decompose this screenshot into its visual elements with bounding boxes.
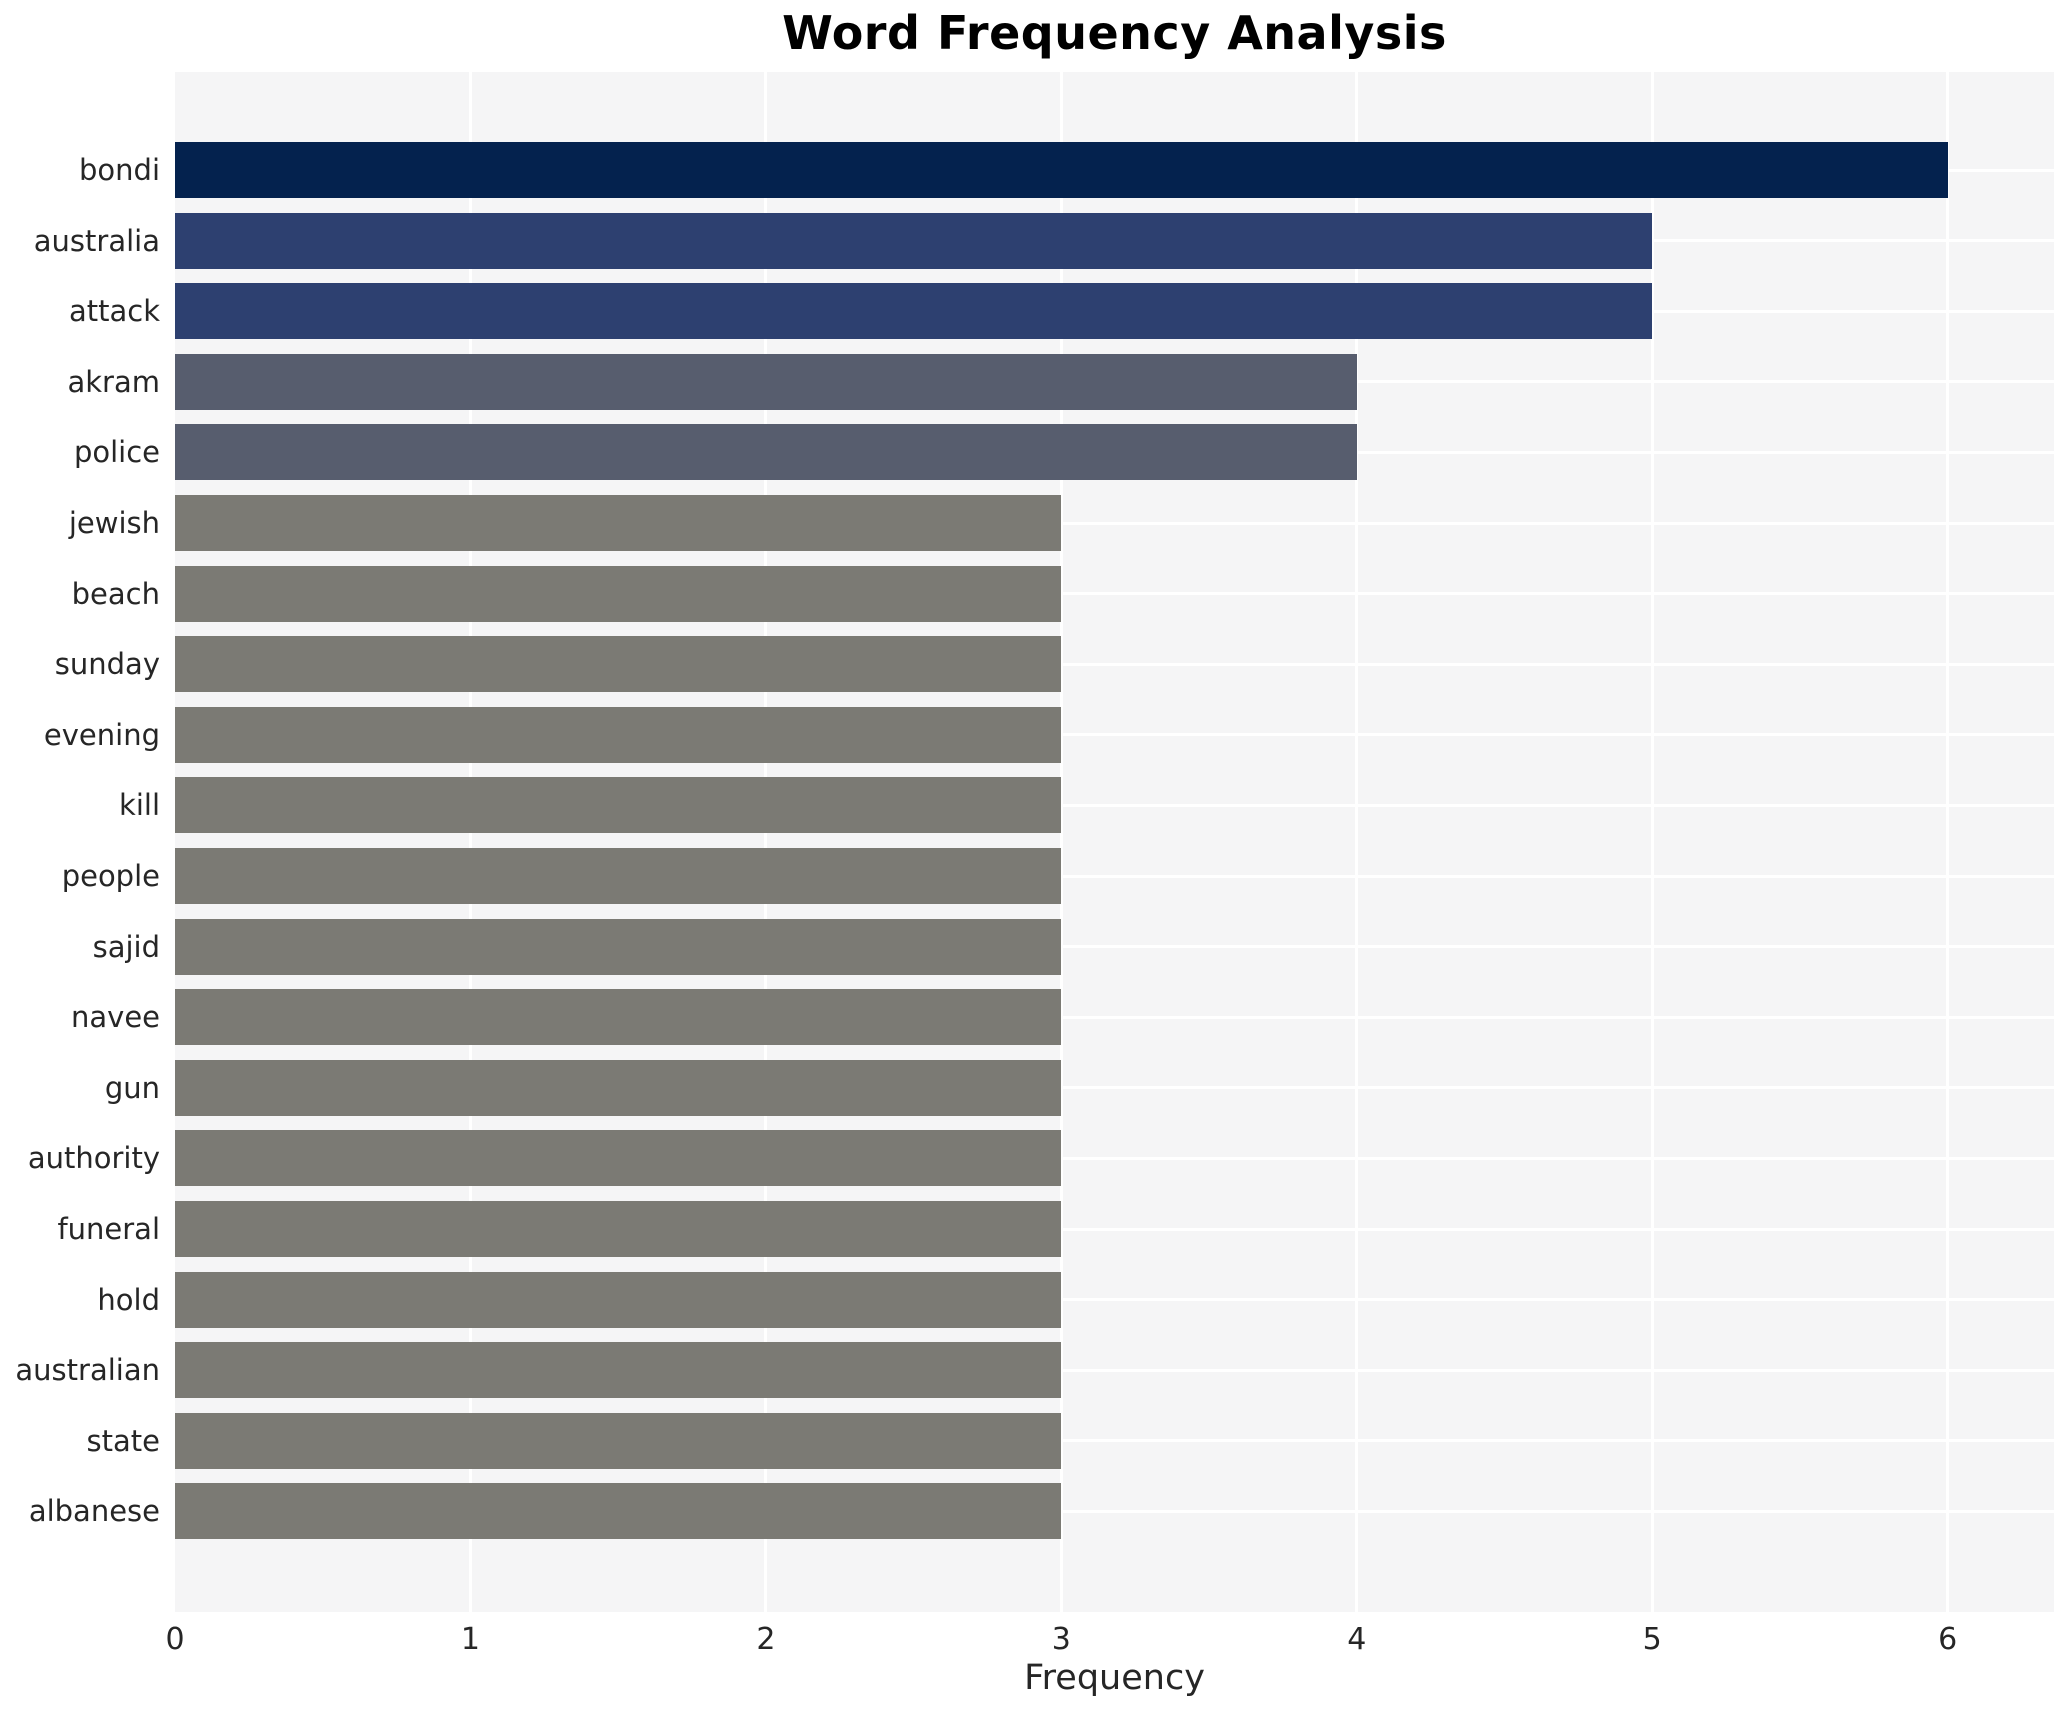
- gridline-y-jewish: [175, 521, 2054, 525]
- gridline-y-state: [175, 1439, 2054, 1443]
- bar-australia: [175, 212, 1653, 269]
- gridline-y-sunday: [175, 662, 2054, 666]
- gridline-y-authority: [175, 1156, 2054, 1160]
- bar-sajid: [175, 918, 1062, 975]
- bar-attack: [175, 283, 1653, 340]
- bar-kill: [175, 777, 1062, 834]
- bar-people: [175, 848, 1062, 904]
- y-tick-label-authority: authority: [27, 1141, 160, 1176]
- bar-authority: [175, 1130, 1062, 1187]
- y-tick-label-kill: kill: [119, 788, 160, 823]
- y-tick-label-gun: gun: [104, 1070, 160, 1105]
- bar-jewish: [175, 495, 1062, 551]
- y-tick-label-australian: australian: [15, 1353, 160, 1388]
- gridline-y-kill: [175, 803, 2054, 807]
- x-tick-label-6: 6: [1938, 1622, 1958, 1657]
- y-tick-label-evening: evening: [43, 717, 160, 752]
- x-tick-label-0: 0: [165, 1622, 185, 1657]
- y-tick-label-police: police: [73, 435, 160, 470]
- y-tick-label-funeral: funeral: [57, 1212, 160, 1246]
- gridline-y-sajid: [175, 945, 2054, 949]
- bar-sunday: [175, 636, 1062, 693]
- gridline-x-4: [1355, 72, 1359, 1612]
- gridline-y-albanese: [175, 1509, 2054, 1513]
- y-tick-label-sunday: sunday: [54, 647, 160, 682]
- gridline-y-hold: [175, 1298, 2054, 1302]
- y-tick-label-beach: beach: [71, 576, 160, 611]
- chart-title: Word Frequency Analysis: [782, 6, 1447, 60]
- bar-evening: [175, 706, 1062, 763]
- y-tick-label-albanese: albanese: [28, 1494, 160, 1529]
- gridline-x-5: [1650, 72, 1654, 1612]
- x-tick-label-2: 2: [756, 1622, 776, 1657]
- bar-state: [175, 1412, 1062, 1469]
- y-tick-label-australia: australia: [33, 223, 160, 258]
- y-tick-label-akram: akram: [67, 364, 160, 399]
- x-tick-label-3: 3: [1051, 1622, 1071, 1657]
- gridline-y-australian: [175, 1368, 2054, 1372]
- gridline-y-evening: [175, 733, 2054, 737]
- bar-gun: [175, 1059, 1062, 1116]
- bar-australian: [175, 1342, 1062, 1399]
- bar-hold: [175, 1271, 1062, 1328]
- y-tick-label-navee: navee: [71, 1000, 160, 1035]
- y-tick-label-sajid: sajid: [92, 929, 160, 964]
- x-tick-label-4: 4: [1347, 1622, 1367, 1657]
- plot-area: [175, 72, 2054, 1612]
- gridline-x-2: [764, 72, 768, 1612]
- gridline-x-1: [468, 72, 472, 1612]
- bar-police: [175, 424, 1357, 481]
- gridline-y-funeral: [175, 1227, 2054, 1231]
- y-tick-label-people: people: [61, 859, 160, 893]
- bar-albanese: [175, 1483, 1062, 1540]
- gridline-x-6: [1946, 72, 1950, 1612]
- x-axis-label: Frequency: [1024, 1658, 1205, 1698]
- gridline-y-people: [175, 874, 2054, 878]
- x-tick-label-1: 1: [460, 1622, 480, 1657]
- y-tick-label-attack: attack: [68, 294, 160, 329]
- y-tick-label-state: state: [86, 1423, 160, 1458]
- gridline-y-navee: [175, 1015, 2054, 1019]
- gridline-x-3: [1059, 72, 1063, 1612]
- gridline-y-gun: [175, 1086, 2054, 1090]
- bar-navee: [175, 989, 1062, 1046]
- y-tick-label-hold: hold: [97, 1282, 160, 1317]
- bar-bondi: [175, 142, 1948, 198]
- y-tick-label-bondi: bondi: [79, 153, 160, 187]
- bar-funeral: [175, 1201, 1062, 1257]
- gridline-y-beach: [175, 592, 2054, 596]
- bar-akram: [175, 353, 1357, 410]
- y-tick-label-jewish: jewish: [68, 506, 160, 540]
- x-tick-label-5: 5: [1642, 1622, 1662, 1657]
- bar-beach: [175, 565, 1062, 622]
